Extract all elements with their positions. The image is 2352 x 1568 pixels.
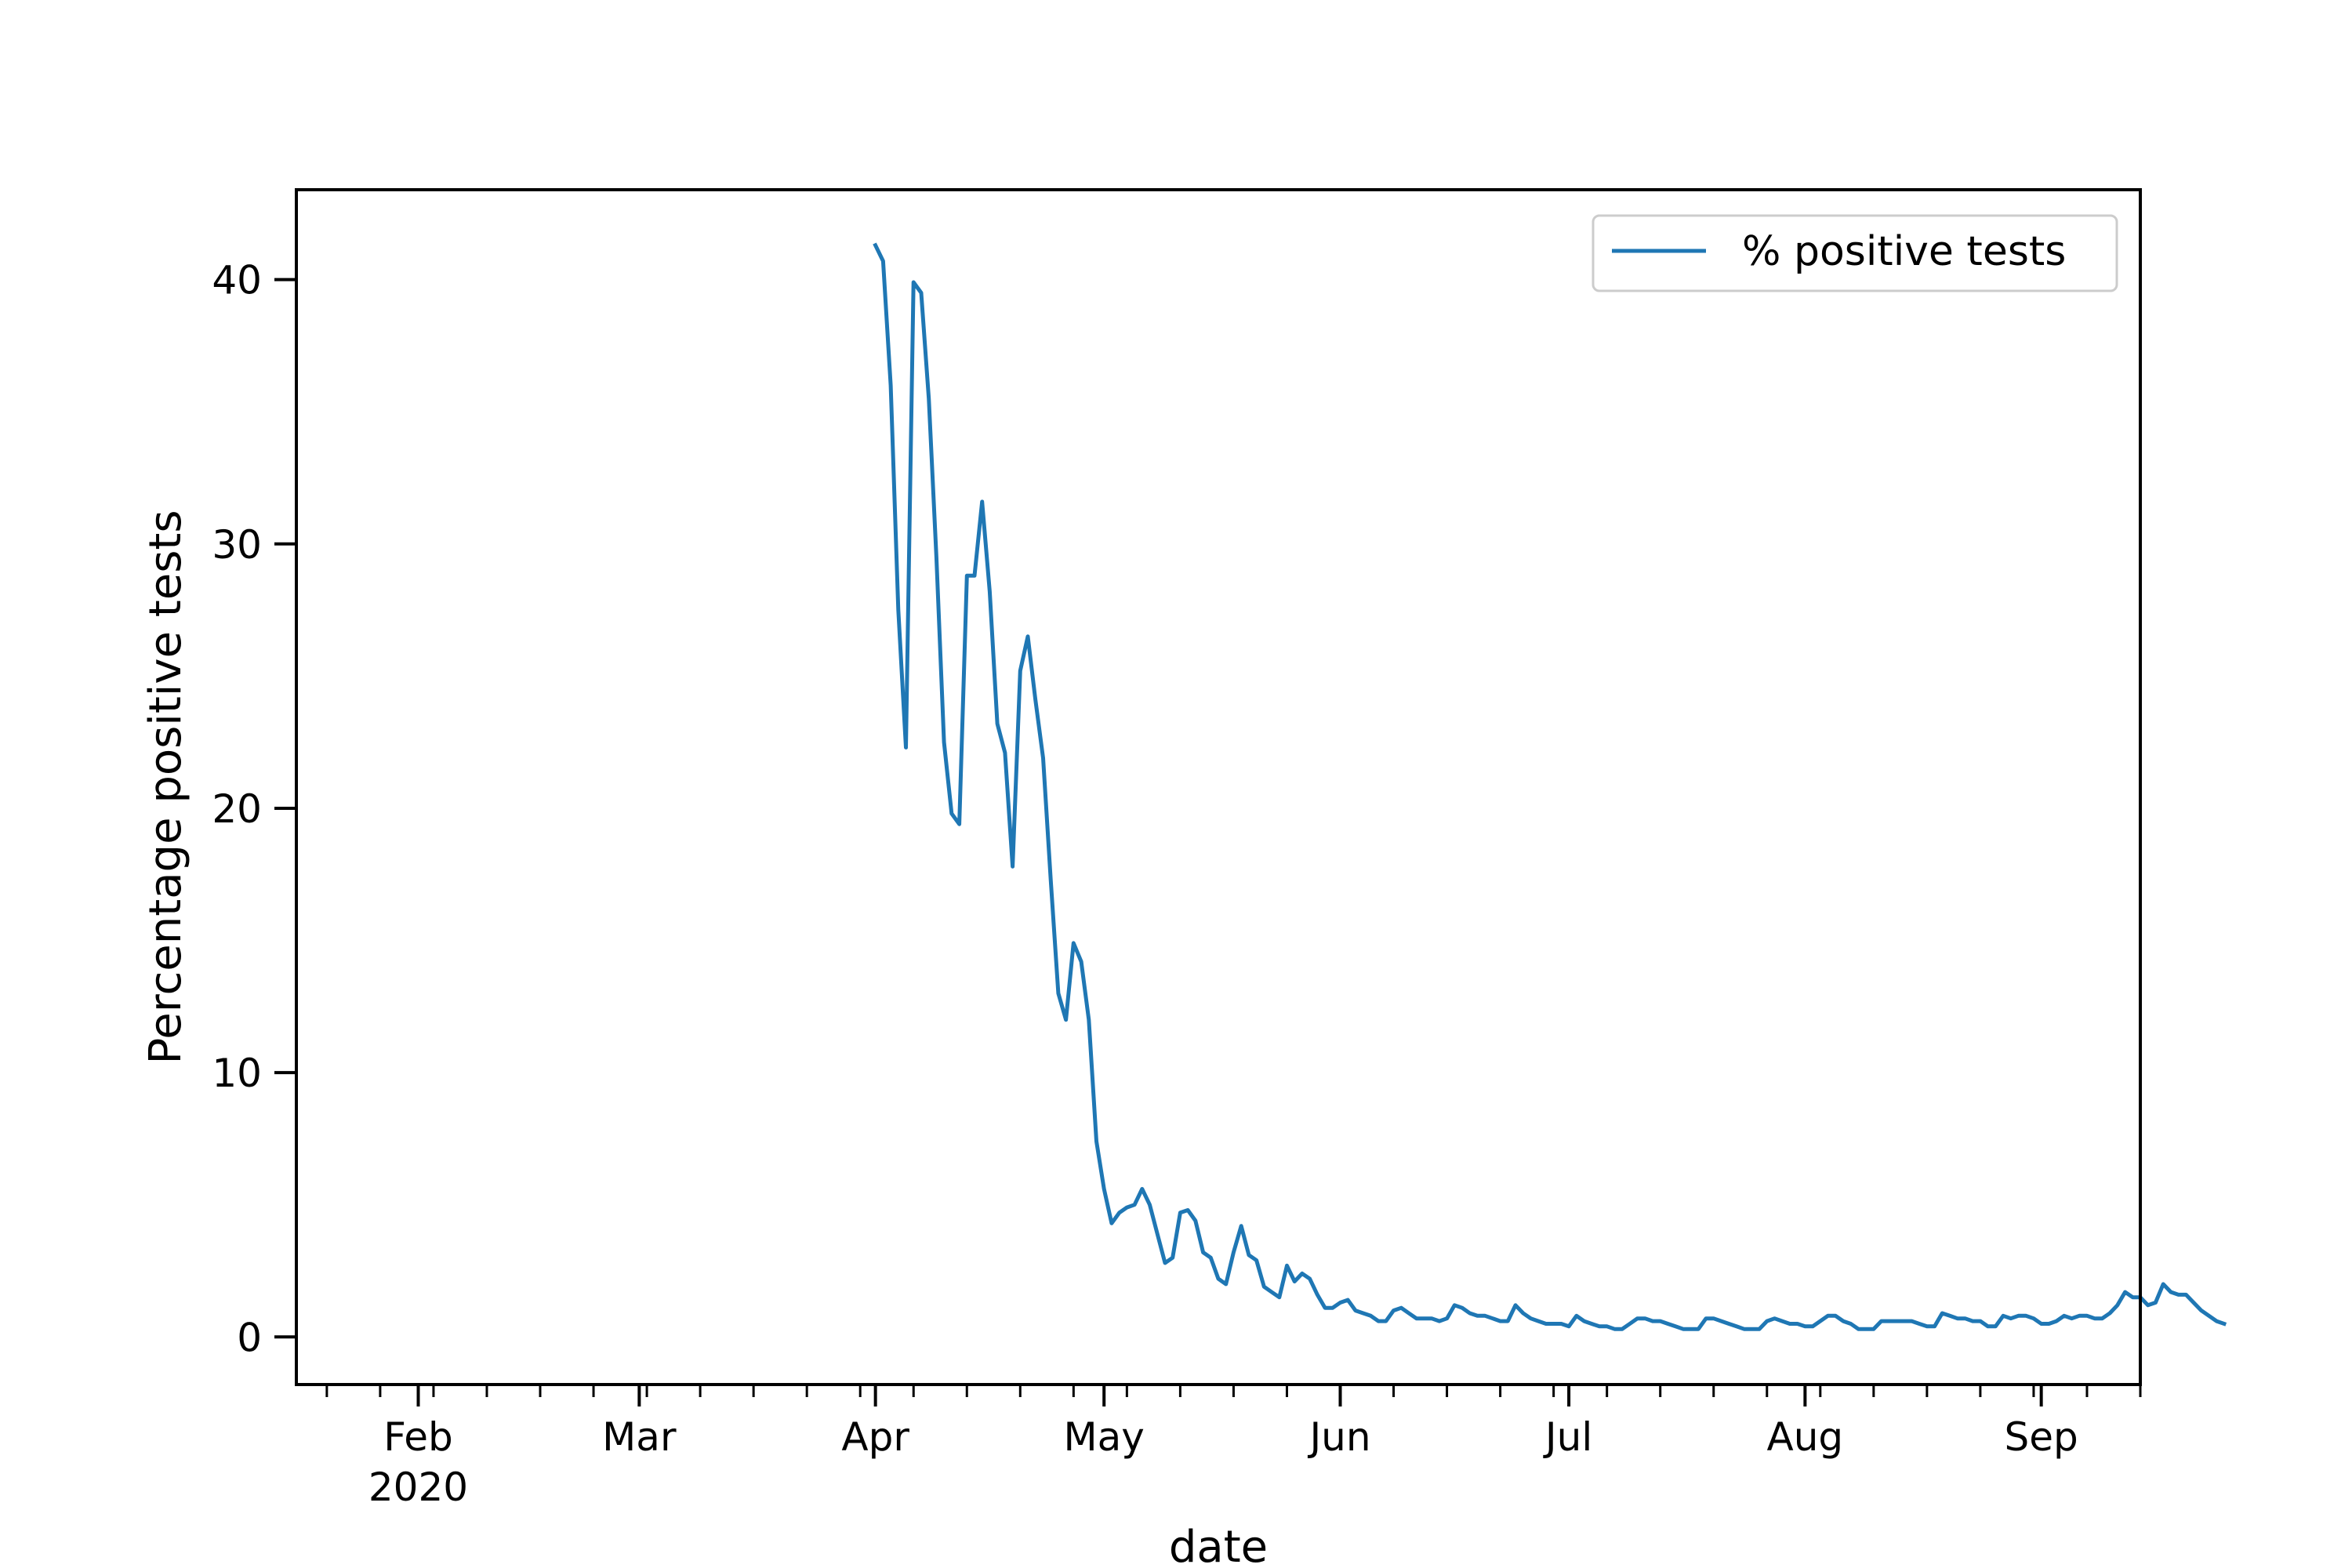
x-tick-label: Jun [1307,1414,1370,1460]
legend: % positive tests [1592,214,2118,292]
x-tick-label: Apr [841,1414,909,1460]
x-axis: Feb 2020 Mar Apr May Jun Jul Aug Sep [325,1385,2142,1510]
x-tick-sublabel: 2020 [368,1465,468,1510]
x-tick-label: Jul [1543,1414,1592,1460]
legend-box [1592,214,2118,292]
x-tick-label: May [1064,1414,1145,1460]
x-tick-label: Sep [2005,1414,2078,1460]
x-axis-label: date [1169,1522,1268,1568]
plot-frame [295,188,2142,1386]
y-tick-label: 20 [212,786,262,832]
series-line [873,242,2227,1331]
y-tick-label: 10 [212,1051,262,1096]
y-tick-label: 40 [212,258,262,303]
y-axis-label: Percentage positive tests [140,510,191,1065]
y-axis: 0 10 20 30 40 [212,258,296,1360]
y-tick-label: 0 [237,1315,262,1360]
legend-label: % positive tests [1742,228,2066,275]
y-tick-label: 30 [212,522,262,568]
x-tick-label: Feb [383,1414,453,1460]
x-tick-label: Mar [602,1414,677,1460]
x-tick-label: Aug [1767,1414,1844,1460]
